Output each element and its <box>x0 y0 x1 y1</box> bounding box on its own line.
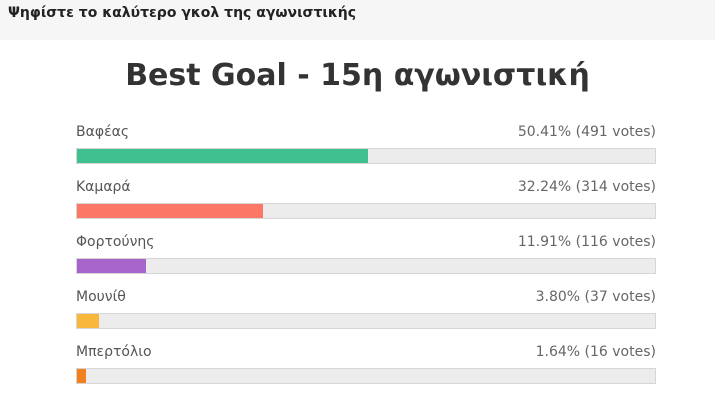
bar-track <box>76 313 656 329</box>
option-name: Βαφέας <box>76 124 130 140</box>
poll-title: Best Goal - 15η αγωνιστική <box>125 58 590 93</box>
option-result: 3.80% (37 votes) <box>535 289 656 305</box>
option-name: Μπερτόλιο <box>76 344 152 360</box>
bar-track <box>76 258 656 274</box>
header: Ψηφίστε το καλύτερο γκολ της αγωνιστικής <box>0 0 715 40</box>
option-name: Μουνίθ <box>76 289 126 305</box>
header-title: Ψηφίστε το καλύτερο γκολ της αγωνιστικής <box>8 5 357 21</box>
poll-option: Μουνίθ 3.80% (37 votes) <box>76 289 656 339</box>
bar <box>77 369 87 383</box>
bar <box>77 149 369 163</box>
option-result: 50.41% (491 votes) <box>517 124 656 140</box>
poll-option: Φορτούνης 11.91% (116 votes) <box>76 234 656 284</box>
poll-option: Βαφέας 50.41% (491 votes) <box>76 124 656 174</box>
poll-option: Μπερτόλιο 1.64% (16 votes) <box>76 344 656 394</box>
poll-option: Καμαρά 32.24% (314 votes) <box>76 179 656 229</box>
option-result: 1.64% (16 votes) <box>535 344 656 360</box>
option-result: 11.91% (116 votes) <box>517 234 656 250</box>
bar-track <box>76 368 656 384</box>
bar <box>77 259 146 273</box>
bar <box>77 204 264 218</box>
option-name: Φορτούνης <box>76 234 155 250</box>
bar-track <box>76 203 656 219</box>
option-result: 32.24% (314 votes) <box>517 179 656 195</box>
bar <box>77 314 99 328</box>
bar-track <box>76 148 656 164</box>
option-name: Καμαρά <box>76 179 131 195</box>
